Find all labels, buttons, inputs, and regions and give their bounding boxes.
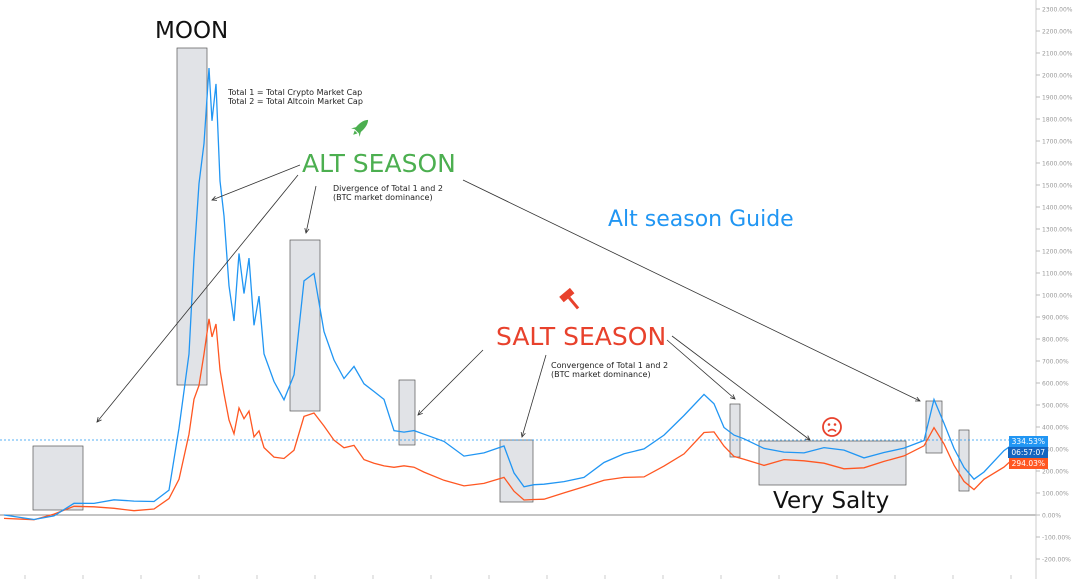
y-axis: 2300.00% 2200.00% 2100.00% 2000.00% 1900.00%… — [1036, 7, 1073, 564]
chart-title: Alt season Guide — [608, 207, 794, 232]
legend-note: Total 1 = Total Crypto Market Cap Total … — [228, 88, 363, 106]
y-tick-label: 1100.00% — [1042, 271, 1073, 278]
y-tick-label: 2100.00% — [1042, 51, 1073, 58]
y-tick-label: 600.00% — [1042, 381, 1069, 388]
y-tick-label: 1700.00% — [1042, 139, 1073, 146]
annotation-arrow — [521, 354, 547, 438]
highlight-zone — [758, 440, 907, 486]
highlight-zone — [176, 47, 208, 386]
price-tag-time: 06:57:07 — [1008, 447, 1048, 458]
series-line-total2 — [3, 318, 1025, 521]
y-tick-label: 100.00% — [1042, 491, 1069, 498]
annotation-arrows — [96, 164, 921, 441]
arrow-head — [417, 410, 423, 416]
moon-label: MOON — [155, 18, 229, 44]
highlight-zone — [32, 445, 84, 511]
y-tick-label: 800.00% — [1042, 337, 1069, 344]
annotation-arrow — [666, 339, 736, 400]
y-tick-label: 700.00% — [1042, 359, 1069, 366]
rocket-icon — [351, 119, 369, 137]
series-line-total1 — [3, 67, 1025, 521]
y-tick-label: 1400.00% — [1042, 205, 1073, 212]
y-tick-label: 1200.00% — [1042, 249, 1073, 256]
highlight-zone — [729, 403, 741, 458]
convergence-note: Convergence of Total 1 and 2 (BTC market… — [551, 361, 668, 379]
y-tick-label: 1000.00% — [1042, 293, 1073, 300]
y-tick-label: 200.00% — [1042, 469, 1069, 476]
legend-total2: Total 2 = Total Altcoin Market Cap — [228, 97, 363, 106]
annotation-arrow — [462, 179, 921, 402]
y-tick-label: 300.00% — [1042, 447, 1069, 454]
divergence-note: Divergence of Total 1 and 2 (BTC market … — [333, 184, 443, 202]
arrow-head — [304, 228, 310, 234]
arrow-head — [914, 396, 921, 402]
alt-season-label: ALT SEASON — [302, 149, 456, 178]
arrow-head — [520, 432, 526, 438]
sad-face-icon — [822, 417, 842, 437]
annotation-arrow — [671, 335, 811, 441]
y-tick-label: 1300.00% — [1042, 227, 1073, 234]
y-tick-label: 500.00% — [1042, 403, 1069, 410]
arrow-head — [805, 435, 811, 441]
y-tick-label: 0.00% — [1042, 513, 1061, 520]
y-tick-label: -200.00% — [1042, 557, 1071, 564]
annotation-arrow — [305, 185, 317, 234]
convergence-line1: Convergence of Total 1 and 2 — [551, 361, 669, 370]
y-tick-label: 2200.00% — [1042, 29, 1073, 36]
highlight-zones — [32, 47, 970, 511]
convergence-line2: (BTC market dominance) — [551, 370, 651, 379]
y-tick-label: 1900.00% — [1042, 95, 1073, 102]
y-tick-label: 900.00% — [1042, 315, 1069, 322]
y-tick-label: 400.00% — [1042, 425, 1069, 432]
very-salty-label: Very Salty — [773, 488, 890, 514]
annotation-arrow — [211, 164, 301, 201]
y-tick-label: 2300.00% — [1042, 7, 1073, 14]
divergence-line2: (BTC market dominance) — [333, 193, 433, 202]
divergence-line1: Divergence of Total 1 and 2 — [333, 184, 443, 193]
gavel-icon — [559, 287, 580, 310]
highlight-zone — [289, 239, 321, 412]
arrow-head — [96, 417, 102, 423]
arrow-head — [211, 196, 218, 201]
price-tag-blue: 334.53% — [1008, 436, 1048, 447]
y-tick-label: 1500.00% — [1042, 183, 1073, 190]
highlight-zone — [958, 429, 970, 492]
arrow-head — [730, 394, 736, 400]
y-tick-label: 1600.00% — [1042, 161, 1073, 168]
annotation-arrow — [417, 349, 484, 416]
annotation-arrow — [96, 174, 299, 423]
price-tag-orange: 294.03% — [1008, 458, 1048, 469]
y-tick-label: 1800.00% — [1042, 117, 1073, 124]
salt-season-label: SALT SEASON — [496, 322, 667, 351]
legend-total1: Total 1 = Total Crypto Market Cap — [228, 88, 363, 97]
y-tick-label: -100.00% — [1042, 535, 1071, 542]
highlight-zone — [398, 379, 416, 446]
x-axis — [24, 575, 1012, 579]
y-tick-label: 2000.00% — [1042, 73, 1073, 80]
